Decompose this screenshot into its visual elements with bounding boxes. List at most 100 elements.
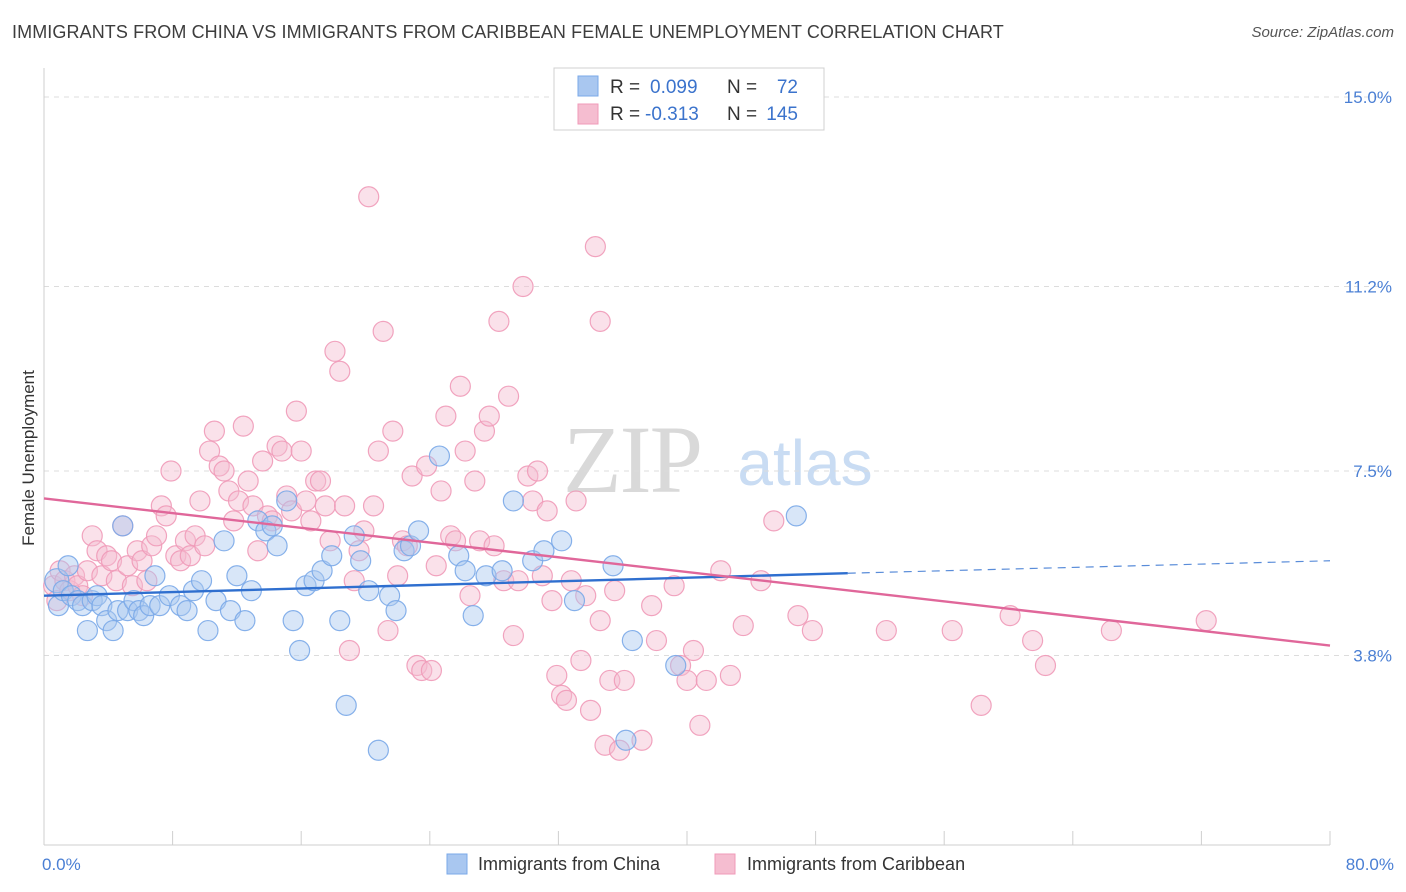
point-caribbean [189, 490, 211, 512]
point-caribbean [435, 405, 457, 427]
grid-lines [44, 96, 1380, 657]
point-caribbean [179, 545, 201, 567]
point-caribbean [507, 570, 529, 592]
point-china [190, 570, 213, 592]
point-caribbean [213, 460, 235, 482]
point-caribbean [512, 275, 534, 298]
point-caribbean [695, 669, 717, 692]
point-caribbean [194, 535, 216, 557]
trend-line-caribbean [43, 497, 1331, 647]
point-caribbean [522, 490, 544, 512]
watermark-atlas: atlas [737, 427, 872, 499]
chart-title: IMMIGRANTS FROM CHINA VS IMMIGRANTS FROM… [12, 22, 1004, 42]
chart-source: Source: ZipAtlas.com [1251, 24, 1394, 41]
legend-n-value-caribbean: 145 [766, 104, 798, 125]
legend-r-value-caribbean: -0.313 [645, 104, 699, 125]
point-caribbean [334, 495, 356, 517]
point-caribbean [131, 550, 153, 572]
point-caribbean [309, 470, 332, 492]
legend-n-label-china: N = [727, 77, 757, 98]
point-caribbean [401, 465, 423, 487]
point-caribbean [787, 605, 809, 627]
point-caribbean [372, 320, 394, 342]
point-china [491, 560, 513, 582]
x-tick-label: 0.0% [42, 855, 81, 874]
point-china [621, 629, 643, 652]
point-china [358, 580, 380, 602]
point-caribbean [420, 659, 443, 682]
point-caribbean [763, 510, 785, 532]
point-caribbean [271, 440, 293, 462]
point-china [234, 609, 256, 632]
point-china [213, 530, 235, 552]
point-caribbean [676, 669, 698, 692]
point-caribbean [589, 609, 611, 632]
point-caribbean [290, 440, 312, 462]
point-caribbean [295, 490, 317, 512]
bottom-legend-swatch-caribbean [714, 853, 736, 875]
axes: 3.8% 7.5% 11.2% 15.0% 0.0% 80.0% [42, 68, 1394, 874]
point-caribbean [145, 525, 168, 547]
point-caribbean [338, 639, 361, 662]
point-caribbean [502, 624, 524, 647]
legend-n-value-china: 72 [777, 77, 798, 98]
point-caribbean [517, 465, 539, 487]
point-china [219, 600, 242, 622]
point-china [329, 609, 351, 632]
point-china [288, 639, 311, 662]
point-china [475, 565, 497, 587]
point-caribbean [941, 619, 963, 642]
point-caribbean [155, 505, 177, 527]
point-china [563, 590, 586, 612]
point-caribbean [575, 585, 597, 607]
bottom-legend-swatch-china [446, 853, 468, 875]
point-caribbean [362, 495, 385, 517]
point-china [282, 609, 304, 632]
point-caribbean [483, 535, 505, 557]
point-caribbean [565, 490, 587, 512]
point-china [86, 585, 108, 607]
point-china [350, 550, 372, 572]
point-caribbean [1034, 654, 1057, 677]
point-china [123, 590, 145, 612]
point-caribbean [141, 535, 163, 557]
legend-r-value-china: 0.099 [650, 77, 698, 98]
point-china [311, 560, 333, 582]
point-caribbean [425, 555, 447, 577]
point-caribbean [689, 714, 711, 736]
point-caribbean [160, 460, 182, 482]
point-caribbean [1100, 619, 1122, 642]
point-china [266, 535, 288, 557]
bottom-legend-label-china: Immigrants from China [478, 854, 661, 874]
point-caribbean [875, 619, 897, 642]
point-china [367, 739, 389, 761]
point-caribbean [358, 186, 380, 208]
point-caribbean [589, 310, 611, 332]
point-china [57, 555, 79, 577]
point-caribbean [377, 619, 399, 642]
point-caribbean [247, 540, 269, 562]
x-tick-label: 80.0% [1346, 855, 1394, 874]
point-caribbean [719, 664, 742, 687]
point-caribbean [1195, 609, 1217, 632]
point-china [144, 565, 166, 587]
point-caribbean [570, 649, 592, 672]
y-tick-label: 3.8% [1353, 647, 1392, 666]
point-china [385, 600, 407, 622]
point-caribbean [449, 375, 471, 397]
point-caribbean [645, 629, 668, 652]
point-caribbean [478, 405, 500, 427]
point-caribbean [801, 619, 823, 642]
point-china [102, 619, 124, 642]
point-caribbean [387, 565, 409, 587]
point-caribbean [1022, 629, 1044, 652]
point-caribbean [604, 580, 626, 602]
point-caribbean [732, 614, 754, 637]
point-caribbean [613, 669, 635, 692]
point-china [176, 600, 198, 622]
point-caribbean [454, 440, 476, 462]
point-caribbean [546, 664, 568, 687]
point-caribbean [86, 540, 108, 562]
point-caribbean [170, 550, 192, 572]
